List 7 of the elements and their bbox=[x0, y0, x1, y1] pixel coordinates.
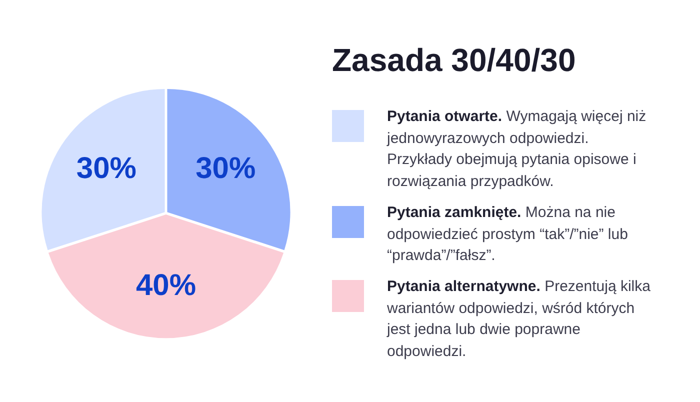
data-label: 30% bbox=[76, 152, 136, 185]
chart-title: Zasada 30/40/30 bbox=[332, 41, 576, 80]
legend-label: Pytania otwarte. bbox=[387, 108, 502, 125]
data-label: 40% bbox=[136, 268, 196, 302]
legend-label: Pytania zamknięte. bbox=[387, 204, 522, 221]
data-label: 30% bbox=[196, 152, 256, 185]
legend-label: Pytania alternatywne. bbox=[387, 278, 540, 295]
